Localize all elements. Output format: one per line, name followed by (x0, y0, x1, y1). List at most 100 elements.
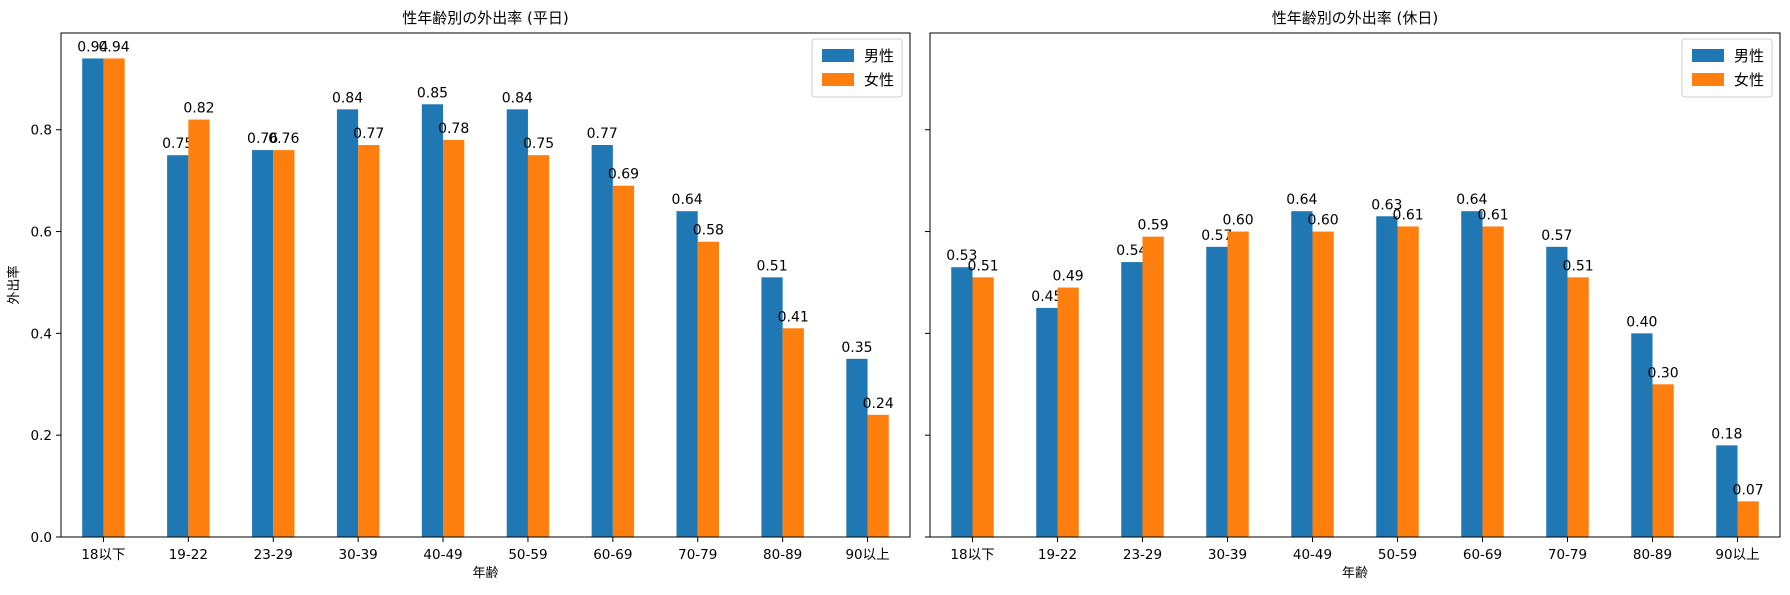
bar-female-weekday-1 (188, 119, 210, 538)
bar-male-holiday-7 (1546, 246, 1568, 537)
x-axis-label: 年齢 (472, 566, 498, 581)
chart-title: 性年齢別の外出率 (平日) (402, 9, 568, 27)
x-tick-label: 90以上 (1715, 547, 1759, 563)
bar-female-weekday-5 (527, 155, 550, 537)
x-tick-label: 40-49 (1293, 547, 1332, 563)
data-label: 0.77 (353, 126, 384, 142)
legend-label-male: 男性 (864, 47, 894, 65)
bar-female-weekday-8 (782, 328, 804, 537)
x-tick-label: 30-39 (339, 547, 378, 563)
y-tick-label: 0.6 (31, 225, 52, 241)
data-label: 0.61 (1393, 207, 1424, 223)
bar-male-holiday-5 (1376, 216, 1398, 537)
y-tick-label: 0.2 (31, 428, 52, 444)
bar-female-holiday-8 (1652, 384, 1674, 537)
x-tick-label: 23-29 (1123, 547, 1162, 563)
x-tick-label: 23-29 (254, 547, 293, 563)
bar-male-weekday-7 (676, 211, 698, 537)
bar-male-holiday-8 (1631, 333, 1653, 537)
data-label: 0.63 (1371, 197, 1402, 213)
data-label: 0.85 (417, 85, 448, 101)
bar-female-holiday-1 (1057, 287, 1079, 537)
data-label: 0.64 (1456, 192, 1487, 208)
bar-male-weekday-6 (591, 145, 613, 537)
x-tick-label: 40-49 (423, 547, 462, 563)
data-label: 0.60 (1308, 213, 1339, 229)
bar-male-holiday-1 (1036, 307, 1058, 537)
data-label: 0.58 (693, 223, 724, 239)
x-tick-label: 90以上 (845, 547, 889, 563)
data-label: 0.45 (1031, 289, 1062, 305)
chart-title: 性年齢別の外出率 (休日) (1272, 9, 1438, 27)
data-label: 0.76 (268, 131, 299, 147)
bar-male-holiday-6 (1461, 211, 1483, 537)
y-tick-label: 0.0 (31, 530, 52, 546)
y-tick-label: 0.8 (31, 123, 52, 139)
data-label: 0.94 (98, 39, 129, 55)
axes-frame (929, 32, 1781, 538)
y-tick-label: 0.4 (31, 326, 52, 342)
bar-male-weekday-0 (82, 58, 104, 537)
data-label: 0.49 (1053, 269, 1084, 285)
data-label: 0.30 (1648, 365, 1679, 381)
data-label: 0.82 (183, 101, 214, 117)
data-label: 0.69 (608, 167, 639, 183)
x-tick-label: 50-59 (508, 547, 547, 563)
bar-female-holiday-5 (1397, 226, 1419, 537)
bar-male-holiday-9 (1716, 445, 1738, 537)
data-label: 0.51 (968, 258, 999, 274)
bar-female-holiday-9 (1737, 501, 1759, 537)
bar-male-holiday-2 (1121, 262, 1143, 537)
x-tick-label: 30-39 (1208, 547, 1247, 563)
bar-female-holiday-3 (1227, 231, 1249, 538)
data-label: 0.84 (502, 90, 533, 106)
legend-swatch-female (822, 73, 854, 86)
legend-swatch-male (1692, 49, 1724, 62)
bar-female-weekday-0 (103, 58, 125, 537)
bar-male-weekday-8 (761, 277, 783, 537)
data-label: 0.76 (247, 131, 278, 147)
bar-female-weekday-2 (273, 150, 295, 537)
x-tick-label: 80-89 (763, 547, 802, 563)
bar-male-holiday-0 (951, 267, 973, 537)
data-label: 0.75 (162, 136, 193, 152)
bar-female-holiday-2 (1142, 236, 1164, 537)
data-label: 0.51 (1563, 258, 1594, 274)
x-tick-label: 50-59 (1378, 547, 1417, 563)
bar-male-weekday-1 (167, 155, 189, 537)
bar-male-holiday-4 (1291, 211, 1313, 537)
data-label: 0.75 (523, 136, 554, 152)
data-label: 0.24 (863, 396, 894, 412)
bar-female-holiday-7 (1567, 277, 1589, 537)
data-label: 0.18 (1711, 426, 1742, 442)
data-label: 0.54 (1116, 243, 1147, 259)
bar-male-holiday-3 (1206, 246, 1228, 537)
bar-male-weekday-5 (506, 109, 528, 538)
bar-female-weekday-7 (697, 241, 719, 538)
data-label: 0.53 (946, 248, 977, 264)
data-label: 0.51 (756, 258, 787, 274)
bar-female-holiday-4 (1312, 231, 1334, 538)
bar-female-weekday-9 (867, 414, 889, 537)
bar-male-weekday-2 (252, 150, 274, 537)
legend-swatch-female (1692, 73, 1724, 86)
data-label: 0.57 (1201, 228, 1232, 244)
data-label: 0.59 (1138, 218, 1169, 234)
data-label: 0.07 (1733, 482, 1764, 498)
data-label: 0.40 (1626, 314, 1657, 330)
legend-label-male: 男性 (1734, 47, 1764, 65)
legend-label-female: 女性 (864, 71, 894, 89)
bar-female-weekday-4 (443, 139, 465, 537)
x-tick-label: 70-79 (1548, 547, 1587, 563)
bar-male-weekday-3 (336, 109, 359, 538)
bar-female-weekday-3 (358, 145, 380, 537)
data-label: 0.61 (1478, 207, 1509, 223)
data-label: 0.60 (1223, 213, 1254, 229)
bar-female-weekday-6 (612, 185, 635, 538)
axes-frame (60, 32, 911, 538)
x-tick-label: 19-22 (169, 547, 208, 563)
x-tick-label: 60-69 (593, 547, 632, 563)
data-label: 0.64 (1286, 192, 1317, 208)
